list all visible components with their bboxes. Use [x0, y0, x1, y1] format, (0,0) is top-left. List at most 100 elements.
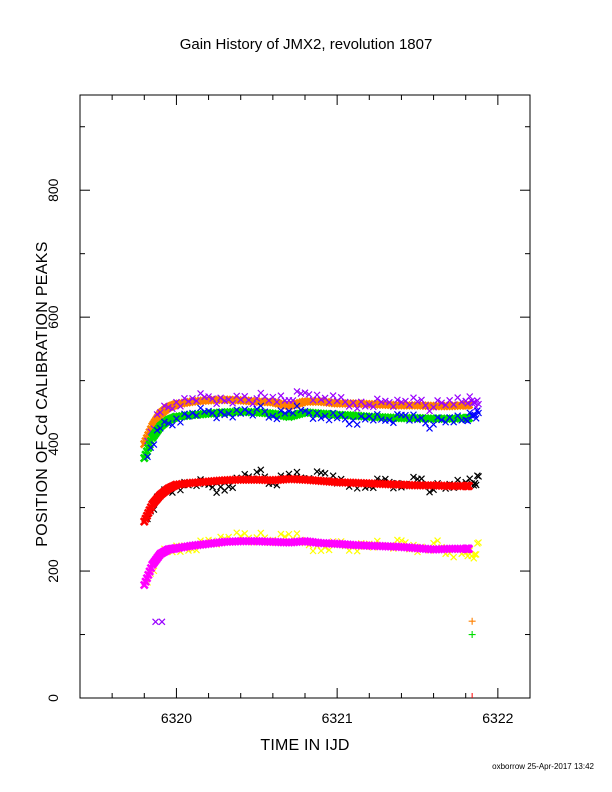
- series-3-point: [285, 407, 293, 415]
- series-1-point: [164, 403, 172, 411]
- series-1-point: [464, 399, 472, 407]
- plot-frame: [79, 94, 531, 699]
- series-1-point: [398, 398, 405, 406]
- series-1-point: [422, 402, 429, 409]
- series-3-point: [450, 418, 458, 426]
- series-3-point: [265, 414, 273, 421]
- series-4-point: [257, 466, 265, 474]
- series-4-point: [213, 489, 221, 497]
- series-3-point: [160, 418, 168, 426]
- series-6-point: [430, 539, 437, 547]
- series-1-point: [381, 397, 389, 405]
- series-3-point: [422, 419, 429, 427]
- series-1-point: [181, 394, 188, 402]
- series-4-point: [321, 469, 329, 477]
- series-1-point: [373, 395, 381, 403]
- x-tick-label: 6322: [482, 710, 513, 726]
- series-1-point: [209, 395, 217, 403]
- series-3-point: [156, 424, 164, 432]
- x-tick-label: 6320: [161, 710, 192, 726]
- y-tick-label: 800: [45, 178, 61, 202]
- series-3-point: [418, 414, 425, 422]
- series-3-point: [305, 409, 313, 417]
- series-1-point: [393, 396, 401, 404]
- series-1-point: [153, 411, 161, 418]
- series-3-point: [189, 409, 196, 417]
- series-3-point: [217, 408, 225, 416]
- series-6-point: [434, 537, 442, 545]
- series-4-point: [253, 468, 261, 476]
- series-1-point: [438, 399, 446, 407]
- series-3-point: [177, 418, 184, 426]
- series-3-point: [205, 407, 212, 415]
- series-3-point: [261, 408, 269, 416]
- series-3-point: [273, 415, 281, 423]
- series-1-point: [193, 397, 200, 405]
- series-1-point: [293, 387, 301, 395]
- series-3-point: [475, 409, 482, 417]
- extra-mark-1: [468, 617, 476, 625]
- series-4-point: [418, 475, 425, 483]
- series-1-point: [297, 390, 305, 398]
- series-3-point: [385, 416, 393, 424]
- series-1-point: [353, 404, 361, 412]
- series-1-point: [156, 408, 164, 416]
- series-3-point: [301, 407, 309, 415]
- series-3-point: [414, 416, 421, 424]
- series-4-point: [426, 488, 433, 496]
- y-tick-label: 0: [45, 694, 61, 702]
- series-1-point: [273, 398, 281, 406]
- series-6-point: [471, 550, 479, 558]
- series-1-point: [329, 392, 337, 399]
- series-3-point: [281, 409, 289, 417]
- series-4-point: [410, 473, 417, 481]
- series-3-point: [213, 414, 221, 422]
- series-6-point: [277, 530, 285, 538]
- extra-mark-0: [152, 618, 159, 626]
- series-1-point: [418, 396, 425, 404]
- series-6-point: [309, 547, 317, 555]
- series-1-point: [377, 398, 385, 406]
- series-3-point: [297, 406, 305, 414]
- series-1-point: [349, 399, 357, 407]
- series-1-point: [221, 397, 229, 405]
- series-3-point: [193, 412, 200, 419]
- series-3-point: [464, 417, 472, 425]
- series-3-point: [466, 409, 474, 417]
- series-3-point: [229, 413, 237, 421]
- series-3-point: [289, 409, 297, 417]
- series-3-point: [317, 414, 325, 422]
- x-axis-label: TIME IN IJD: [260, 737, 350, 754]
- series-6-point: [472, 551, 480, 558]
- series-3-point: [377, 416, 385, 423]
- series-3-point: [209, 409, 217, 417]
- series-5-point: [464, 481, 474, 491]
- extra-mark-2: [468, 631, 476, 639]
- series-4-point: [225, 483, 233, 490]
- series-1-point: [414, 398, 421, 406]
- series-1-point: [430, 403, 437, 411]
- chart-title: Gain History of JMX2, revolution 1807: [179, 36, 433, 53]
- series-1-point: [406, 401, 413, 409]
- series-3-point: [309, 415, 317, 423]
- series-7-point: [464, 544, 474, 554]
- y-axis-label: POSITION OF Cd CALIBRATION PEAKS: [34, 241, 51, 547]
- series-3-point: [361, 415, 369, 423]
- series-1-point: [466, 393, 474, 400]
- series-3-point: [389, 419, 397, 427]
- series-1-point: [389, 403, 397, 411]
- series-3-point: [245, 409, 253, 416]
- series-3-point: [269, 412, 277, 420]
- series-1-point: [213, 400, 221, 408]
- series-4-point: [313, 468, 321, 475]
- series-3-point: [325, 416, 333, 424]
- series-3-point: [150, 441, 158, 448]
- series-1-point: [185, 397, 192, 405]
- series-3-point: [410, 411, 417, 419]
- series-3-point: [402, 411, 409, 419]
- series-3-point: [434, 414, 442, 422]
- series-3-point: [181, 410, 188, 418]
- series-1-point: [361, 402, 369, 410]
- series-4-point: [229, 484, 237, 492]
